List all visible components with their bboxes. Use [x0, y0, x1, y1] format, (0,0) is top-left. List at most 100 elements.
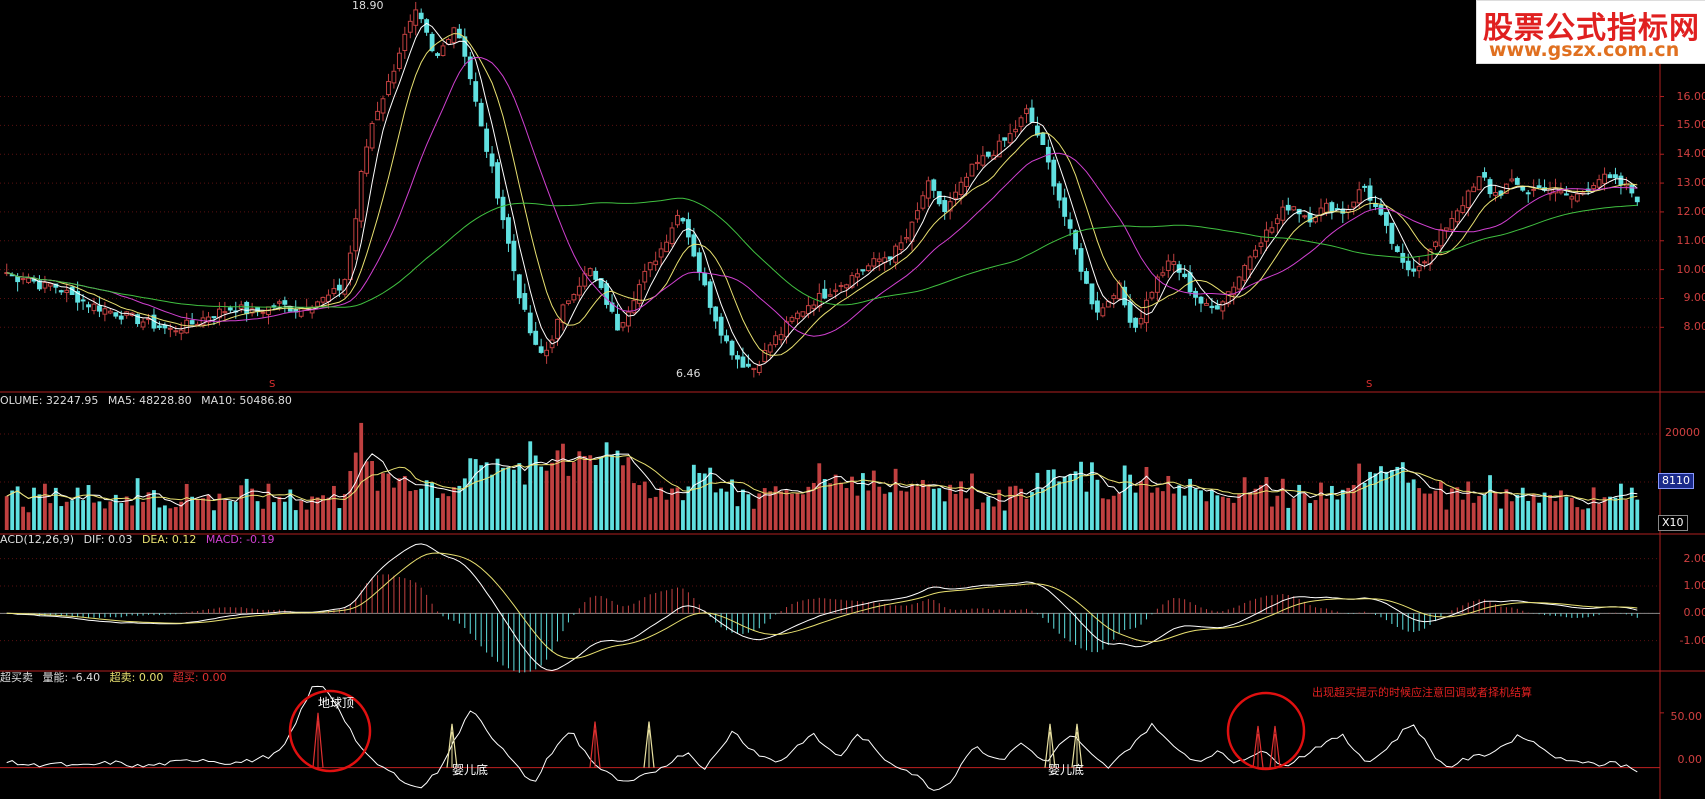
sell-marker: S — [1366, 379, 1373, 390]
signal-panel[interactable] — [0, 685, 1664, 791]
candle-body — [860, 269, 866, 272]
volume-bar — [1580, 509, 1585, 530]
volume-bar — [888, 492, 893, 530]
macd-y-tick: 0.00 — [1683, 606, 1705, 620]
volume-bar — [1253, 488, 1258, 530]
volume-bar — [413, 490, 418, 530]
volume-bar — [670, 488, 674, 530]
price-y-tick: 10.00 — [1676, 262, 1705, 276]
volume-bar — [681, 500, 685, 530]
volume-bar — [691, 464, 696, 530]
candle-body — [489, 153, 495, 167]
candle-body — [620, 322, 626, 328]
volume-bar — [566, 475, 571, 530]
volume-bar — [828, 483, 833, 530]
volume-bar — [599, 457, 604, 530]
volume-bar — [1559, 490, 1563, 530]
volume-bar — [959, 481, 963, 530]
volume-bar — [980, 502, 985, 530]
site-logo[interactable]: 股票公式指标网 www.gszx.com.cn — [1476, 0, 1705, 64]
candle-body — [1449, 218, 1455, 231]
candle-body — [86, 304, 91, 308]
volume-bar — [315, 497, 320, 530]
candle-body — [20, 278, 26, 281]
volume-bar — [893, 468, 898, 530]
volume-bar — [1193, 488, 1198, 530]
volume-bar — [212, 510, 216, 530]
volume-bar — [1319, 482, 1323, 530]
candle-body — [1182, 273, 1188, 278]
candle-body — [1138, 317, 1144, 325]
volume-bar — [1100, 498, 1105, 530]
highlight-circles — [288, 689, 1306, 773]
candle-body — [1002, 137, 1008, 141]
candle-body — [276, 301, 282, 304]
volume-bar — [555, 450, 560, 530]
candle-body — [544, 349, 550, 357]
volume-bar — [152, 490, 156, 530]
candle-body — [1465, 190, 1471, 209]
volume-bar — [506, 467, 511, 530]
candle-body — [904, 237, 909, 240]
volume-panel[interactable] — [4, 422, 1640, 530]
volume-bar — [741, 489, 745, 530]
price-low-label: 6.46 — [676, 367, 701, 380]
volume-bar — [1597, 503, 1602, 530]
volume-bar — [255, 501, 260, 530]
ma10-line — [6, 33, 1638, 356]
candle-body — [315, 301, 320, 307]
candle-body — [1362, 185, 1368, 188]
candle-body — [15, 276, 21, 283]
candle-body — [953, 191, 959, 199]
candle-body — [980, 155, 986, 166]
candle-body — [756, 365, 762, 373]
candle-body — [506, 217, 511, 244]
volume-bar — [1160, 491, 1165, 530]
volume-bar — [1613, 497, 1618, 530]
volume-bar — [173, 507, 178, 530]
volume-bar — [1488, 475, 1492, 530]
candle-body — [1111, 295, 1117, 300]
volume-bar — [1046, 469, 1051, 530]
candle-body — [467, 56, 473, 80]
candle-body — [1274, 218, 1280, 225]
macd-dif: DIF: 0.03 — [83, 533, 133, 546]
candle-body — [1171, 261, 1177, 265]
volume-bar — [708, 467, 713, 530]
volume-bar — [790, 493, 794, 530]
volume-bar — [473, 459, 478, 530]
volume-bar — [288, 489, 293, 530]
volume-bar — [991, 506, 996, 530]
candle-body — [173, 330, 179, 333]
volume-bar — [228, 500, 233, 530]
candle-body — [1525, 192, 1531, 195]
volume-bar — [1526, 500, 1531, 530]
candle-body — [538, 346, 544, 353]
volume-bar — [544, 470, 549, 530]
candle-body — [1144, 299, 1149, 324]
volume-bar — [964, 498, 969, 530]
ma5-line — [6, 22, 1638, 366]
candle-body — [1285, 204, 1291, 211]
candle-body — [1133, 317, 1138, 328]
volume-bar — [626, 457, 631, 530]
volume-bar — [233, 501, 238, 530]
volume-bar — [1351, 484, 1356, 530]
candle-body — [1247, 256, 1253, 270]
macd-panel[interactable] — [0, 543, 1660, 673]
candle-body — [1258, 242, 1264, 247]
price-panel[interactable] — [4, 1, 1640, 378]
volume-bar — [1226, 497, 1231, 530]
volume-ma5-line — [6, 453, 1638, 507]
candle-body — [451, 27, 457, 43]
candle-body — [1302, 215, 1308, 218]
volume-bar — [779, 491, 784, 530]
candle-body — [80, 299, 86, 302]
volume-bar — [762, 488, 767, 530]
volume-bar — [272, 502, 276, 530]
volume-bar — [1128, 474, 1133, 530]
volume-bar — [1079, 461, 1083, 530]
volume-bar — [795, 492, 800, 530]
volume-bar — [21, 506, 25, 530]
candle-body — [1356, 189, 1362, 204]
